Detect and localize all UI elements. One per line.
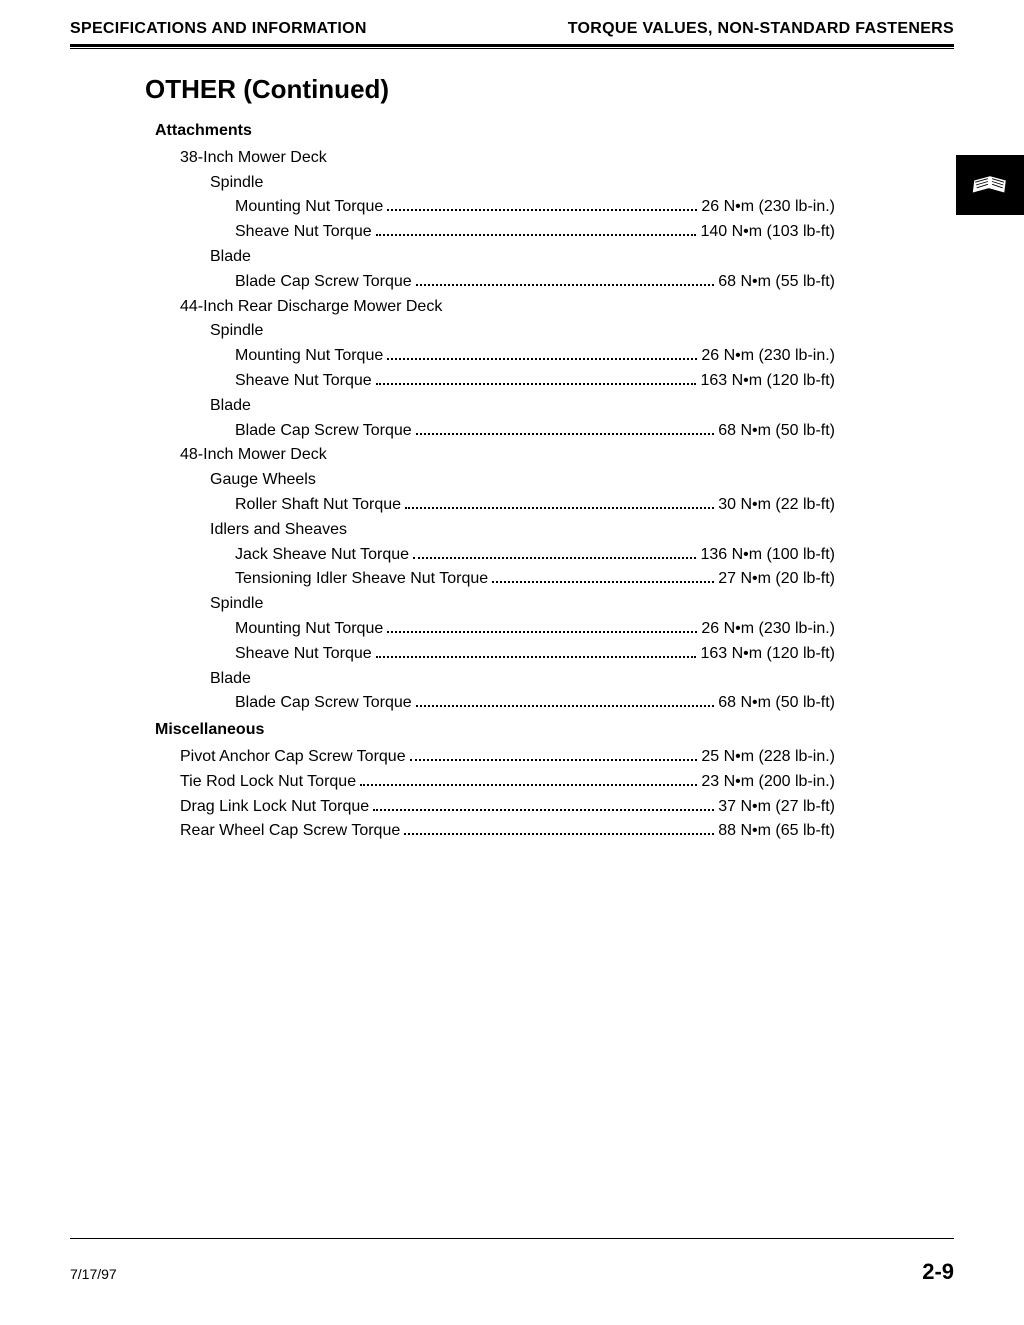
spec-label: Sheave Nut Torque [235, 220, 372, 245]
leader-dots [416, 271, 715, 285]
spec-value: 163 N•m (120 lb-ft) [700, 642, 835, 667]
spec-row: Jack Sheave Nut Torque 136 N•m (100 lb-f… [235, 543, 835, 568]
deck38-spindle-title: Spindle [210, 171, 835, 196]
leader-dots [405, 495, 714, 509]
spec-label: Mounting Nut Torque [235, 195, 383, 220]
spec-label: Blade Cap Screw Torque [235, 270, 412, 295]
leader-dots [387, 619, 697, 633]
spec-label: Tie Rod Lock Nut Torque [180, 770, 356, 795]
spec-value: 27 N•m (20 lb-ft) [718, 567, 835, 592]
spec-label: Roller Shaft Nut Torque [235, 493, 401, 518]
leader-dots [416, 420, 715, 434]
spec-row: Blade Cap Screw Torque 68 N•m (50 lb-ft) [235, 691, 835, 716]
spec-value: 37 N•m (27 lb-ft) [718, 795, 835, 820]
attachments-title: Attachments [155, 119, 835, 144]
deck48-blade-title: Blade [210, 667, 835, 692]
spec-value: 25 N•m (228 lb-in.) [701, 745, 835, 770]
spec-value: 26 N•m (230 lb-in.) [701, 344, 835, 369]
section-tab [956, 155, 1024, 215]
misc-title: Miscellaneous [155, 718, 835, 743]
spec-row: Mounting Nut Torque 26 N•m (230 lb-in.) [235, 195, 835, 220]
spec-row: Tensioning Idler Sheave Nut Torque 27 N•… [235, 567, 835, 592]
spec-row: Sheave Nut Torque 163 N•m (120 lb-ft) [235, 642, 835, 667]
spec-row: Blade Cap Screw Torque 68 N•m (50 lb-ft) [235, 419, 835, 444]
leader-dots [413, 544, 696, 558]
leader-dots [360, 771, 697, 785]
spec-value: 23 N•m (200 lb-in.) [701, 770, 835, 795]
spec-value: 30 N•m (22 lb-ft) [718, 493, 835, 518]
spec-label: Blade Cap Screw Torque [235, 691, 412, 716]
section-heading: OTHER (Continued) [145, 74, 954, 105]
spec-label: Blade Cap Screw Torque [235, 419, 412, 444]
spec-label: Tensioning Idler Sheave Nut Torque [235, 567, 488, 592]
spec-row: Drag Link Lock Nut Torque 37 N•m (27 lb-… [180, 795, 835, 820]
footer-page-number: 2-9 [922, 1259, 954, 1285]
deck44-blade-title: Blade [210, 394, 835, 419]
deck44-title: 44-Inch Rear Discharge Mower Deck [180, 295, 835, 320]
page-header: SPECIFICATIONS AND INFORMATION TORQUE VA… [70, 20, 954, 38]
spec-label: Drag Link Lock Nut Torque [180, 795, 369, 820]
leader-dots [492, 569, 714, 583]
leader-dots [387, 346, 697, 360]
footer-row: 7/17/97 2-9 [70, 1259, 954, 1285]
deck38-blade-title: Blade [210, 245, 835, 270]
spec-value: 163 N•m (120 lb-ft) [700, 369, 835, 394]
leader-dots [376, 371, 697, 385]
leader-dots [387, 197, 697, 211]
footer-rule [70, 1238, 954, 1239]
spec-row: Tie Rod Lock Nut Torque 23 N•m (200 lb-i… [180, 770, 835, 795]
spec-value: 140 N•m (103 lb-ft) [700, 220, 835, 245]
spec-row: Pivot Anchor Cap Screw Torque 25 N•m (22… [180, 745, 835, 770]
header-rule-thin [70, 48, 954, 49]
spec-value: 26 N•m (230 lb-in.) [701, 617, 835, 642]
spec-value: 68 N•m (50 lb-ft) [718, 419, 835, 444]
spec-label: Mounting Nut Torque [235, 617, 383, 642]
deck48-idlers-title: Idlers and Sheaves [210, 518, 835, 543]
spec-row: Mounting Nut Torque 26 N•m (230 lb-in.) [235, 344, 835, 369]
spec-label: Sheave Nut Torque [235, 642, 372, 667]
spec-value: 88 N•m (65 lb-ft) [718, 819, 835, 844]
spec-label: Mounting Nut Torque [235, 344, 383, 369]
spec-value: 26 N•m (230 lb-in.) [701, 195, 835, 220]
leader-dots [410, 747, 698, 761]
leader-dots [376, 643, 697, 657]
leader-dots [404, 821, 714, 835]
deck48-gauge-title: Gauge Wheels [210, 468, 835, 493]
deck48-title: 48-Inch Mower Deck [180, 443, 835, 468]
leader-dots [373, 796, 714, 810]
leader-dots [416, 693, 715, 707]
header-rule-thick [70, 44, 954, 47]
spec-row: Blade Cap Screw Torque 68 N•m (55 lb-ft) [235, 270, 835, 295]
spec-row: Mounting Nut Torque 26 N•m (230 lb-in.) [235, 617, 835, 642]
deck48-spindle-title: Spindle [210, 592, 835, 617]
spec-row: Roller Shaft Nut Torque 30 N•m (22 lb-ft… [235, 493, 835, 518]
footer-date: 7/17/97 [70, 1266, 117, 1282]
content-block: Attachments 38-Inch Mower Deck Spindle M… [155, 119, 835, 844]
header-left: SPECIFICATIONS AND INFORMATION [70, 20, 367, 38]
deck44-spindle-title: Spindle [210, 319, 835, 344]
leader-dots [376, 222, 697, 236]
spec-row: Sheave Nut Torque 140 N•m (103 lb-ft) [235, 220, 835, 245]
spec-row: Sheave Nut Torque 163 N•m (120 lb-ft) [235, 369, 835, 394]
spec-label: Jack Sheave Nut Torque [235, 543, 409, 568]
spec-label: Pivot Anchor Cap Screw Torque [180, 745, 406, 770]
spec-value: 136 N•m (100 lb-ft) [700, 543, 835, 568]
deck38-title: 38-Inch Mower Deck [180, 146, 835, 171]
spec-label: Rear Wheel Cap Screw Torque [180, 819, 400, 844]
spec-row: Rear Wheel Cap Screw Torque 88 N•m (65 l… [180, 819, 835, 844]
header-right: TORQUE VALUES, NON-STANDARD FASTENERS [568, 20, 954, 38]
book-icon [969, 169, 1011, 201]
page-footer: 7/17/97 2-9 [70, 1230, 954, 1285]
spec-label: Sheave Nut Torque [235, 369, 372, 394]
spec-value: 68 N•m (50 lb-ft) [718, 691, 835, 716]
spec-value: 68 N•m (55 lb-ft) [718, 270, 835, 295]
page: SPECIFICATIONS AND INFORMATION TORQUE VA… [0, 0, 1024, 1325]
